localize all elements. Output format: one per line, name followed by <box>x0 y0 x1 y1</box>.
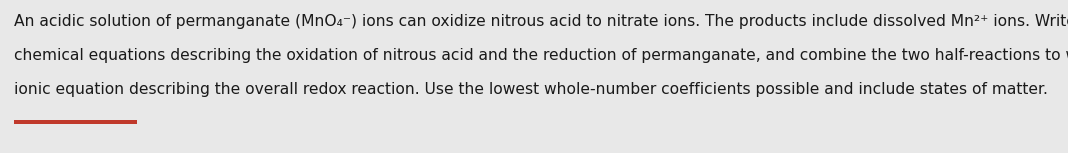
Text: chemical equations describing the oxidation of nitrous acid and the reduction of: chemical equations describing the oxidat… <box>14 48 1068 63</box>
Bar <box>14 120 137 124</box>
Text: ionic equation describing the overall redox reaction. Use the lowest whole-numbe: ionic equation describing the overall re… <box>14 82 1048 97</box>
Text: An acidic solution of permanganate (MnO₄⁻) ions can oxidize nitrous acid to nitr: An acidic solution of permanganate (MnO₄… <box>14 14 1068 29</box>
